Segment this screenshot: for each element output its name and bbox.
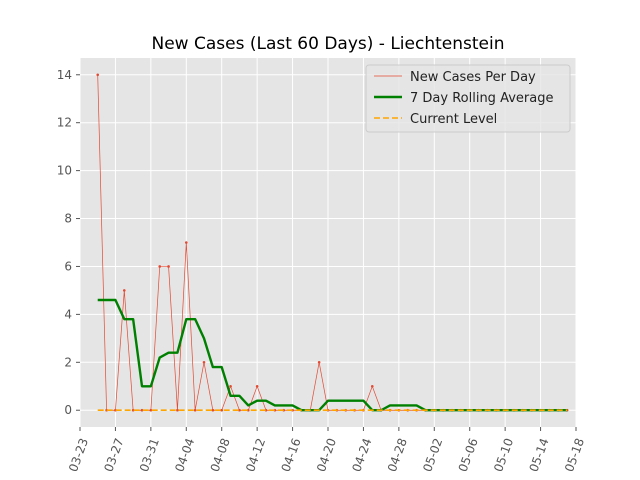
new-cases-point: [149, 408, 153, 412]
chart-title: New Cases (Last 60 Days) - Liechtenstein: [152, 34, 505, 54]
y-tick-label: 2: [64, 355, 72, 369]
new-cases-point: [220, 408, 224, 412]
new-cases-point: [96, 73, 100, 77]
y-tick-label: 14: [57, 68, 72, 82]
new-cases-point: [167, 265, 170, 268]
new-cases-point: [202, 361, 206, 364]
new-cases-point: [211, 408, 215, 412]
y-tick-label: 8: [64, 212, 72, 226]
new-cases-point: [317, 361, 321, 364]
legend-label: Current Level: [410, 112, 497, 127]
new-cases-point: [255, 384, 259, 388]
new-cases-point: [238, 408, 241, 412]
new-cases-point: [176, 408, 179, 412]
legend-label: New Cases Per Day: [410, 70, 536, 85]
legend-box: [365, 64, 571, 133]
legend: New Cases Per Day 7 Day Rolling Average Cu…: [365, 64, 571, 133]
new-cases-point: [122, 289, 126, 292]
y-tick-label: 6: [64, 259, 72, 273]
new-cases-point: [184, 241, 188, 244]
new-cases-point: [370, 384, 374, 388]
y-tick-label: 4: [64, 307, 72, 321]
legend-label: 7 Day Rolling Average: [410, 91, 553, 106]
new-cases-point: [193, 408, 197, 412]
y-tick-label: 10: [57, 164, 72, 178]
series-layer: [96, 73, 569, 412]
new-cases-point: [229, 384, 232, 388]
new-cases-point: [140, 408, 144, 412]
new-cases-point: [158, 265, 162, 268]
y-tick-label: 12: [57, 116, 72, 130]
y-tick-label: 0: [64, 403, 72, 417]
